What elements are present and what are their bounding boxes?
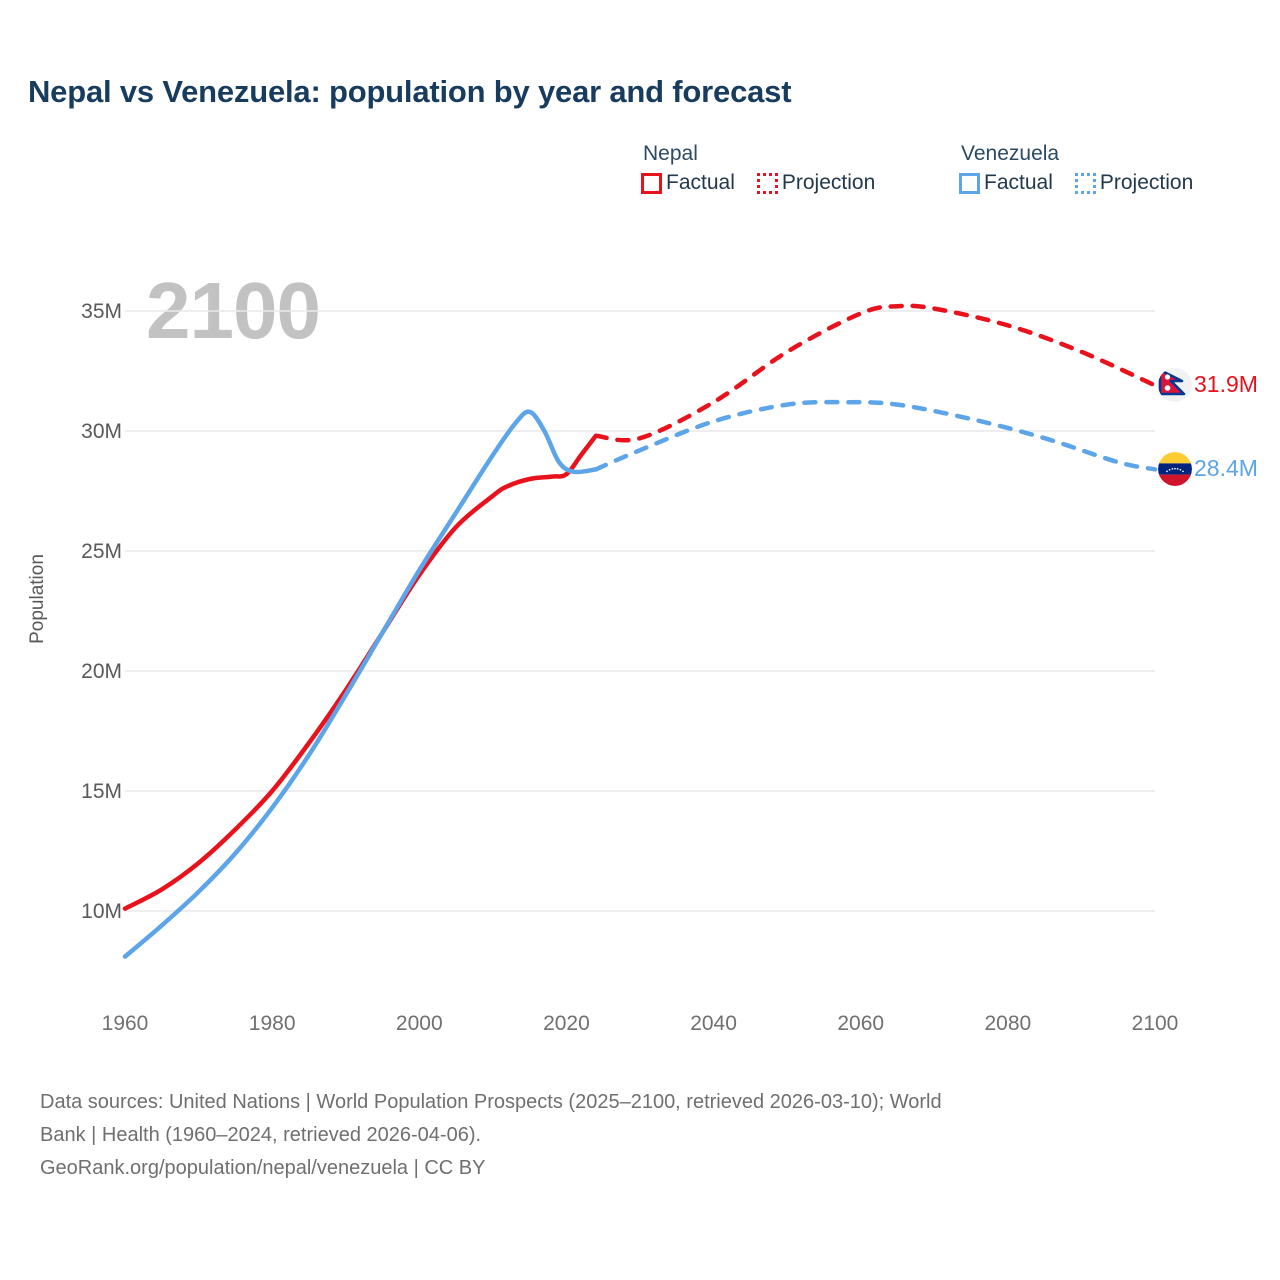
series-end-value-nepal: 31.9M bbox=[1194, 371, 1258, 398]
x-axis-tick-label: 2060 bbox=[837, 1012, 885, 1035]
legend-group-title-nepal: Nepal bbox=[643, 142, 698, 165]
legend-row-venezuela: Factual Projection bbox=[959, 172, 1259, 194]
nepal-flag-icon bbox=[1158, 368, 1192, 403]
footer-attribution[interactable]: GeoRank.org/population/nepal/venezuela |… bbox=[40, 1157, 486, 1179]
chart-plot-area: 2100 Population 10M 15M 20M 25M 30M 35M 1960 1… bbox=[27, 271, 1258, 1036]
footer-sources-line-2: Bank | Health (1960–2024, retrieved 2026… bbox=[40, 1124, 482, 1146]
chart-footer: Data sources: United Nations | World Pop… bbox=[40, 1086, 1240, 1185]
legend-item-label: Projection bbox=[1099, 171, 1194, 194]
x-axis-tick-label: 2020 bbox=[543, 1012, 590, 1035]
x-axis-tick-label: 2080 bbox=[984, 1012, 1032, 1035]
x-axis-tick-label: 1960 bbox=[101, 1012, 149, 1035]
legend-item-venezuela-projection[interactable]: Projection bbox=[1074, 171, 1194, 194]
legend-item-nepal-factual[interactable]: Factual bbox=[641, 172, 735, 194]
series-end-value-venezuela: 28.4M bbox=[1194, 455, 1258, 482]
legend-item-nepal-projection[interactable]: Projection bbox=[756, 171, 876, 194]
y-axis-tick-label: 30M bbox=[81, 420, 122, 443]
legend-swatch-solid-icon bbox=[959, 172, 980, 194]
venezuela-flag-icon bbox=[1158, 452, 1192, 487]
x-axis-tick-label: 2000 bbox=[395, 1012, 443, 1035]
page-title: Nepal vs Venezuela: population by year a… bbox=[28, 74, 792, 109]
y-axis-tick-label: 35M bbox=[81, 300, 122, 323]
legend-group-venezuela: Venezuela Factual Projection bbox=[959, 142, 1259, 194]
legend-row-nepal: Factual Projection bbox=[641, 172, 959, 194]
legend-item-venezuela-factual[interactable]: Factual bbox=[959, 172, 1053, 194]
footer-sources-line-1: Data sources: United Nations | World Pop… bbox=[40, 1091, 942, 1113]
chart-canvas bbox=[122, 303, 1158, 959]
legend-item-label: Factual bbox=[984, 171, 1053, 194]
x-axis-tick-label: 2040 bbox=[690, 1012, 737, 1035]
legend-swatch-solid-icon bbox=[641, 172, 662, 194]
legend-swatch-dotted-icon bbox=[1074, 172, 1096, 194]
y-axis-tick-label: 20M bbox=[81, 660, 122, 683]
legend-item-label: Factual bbox=[666, 171, 735, 194]
y-axis-tick-label: 15M bbox=[81, 780, 122, 803]
legend-group-nepal: Nepal Factual Projection bbox=[641, 142, 959, 194]
legend-item-label: Projection bbox=[781, 171, 876, 194]
legend-swatch-dotted-icon bbox=[756, 172, 778, 194]
x-axis-tick-label: 2100 bbox=[1131, 1012, 1179, 1035]
legend-group-title-venezuela: Venezuela bbox=[961, 142, 1060, 165]
y-axis-tick-label: 25M bbox=[81, 540, 122, 563]
chart-legend: Nepal Factual Projection Venezuela Factu… bbox=[641, 142, 1259, 194]
x-axis-tick-label: 1980 bbox=[248, 1012, 296, 1035]
y-axis-tick-label: 10M bbox=[81, 900, 122, 923]
